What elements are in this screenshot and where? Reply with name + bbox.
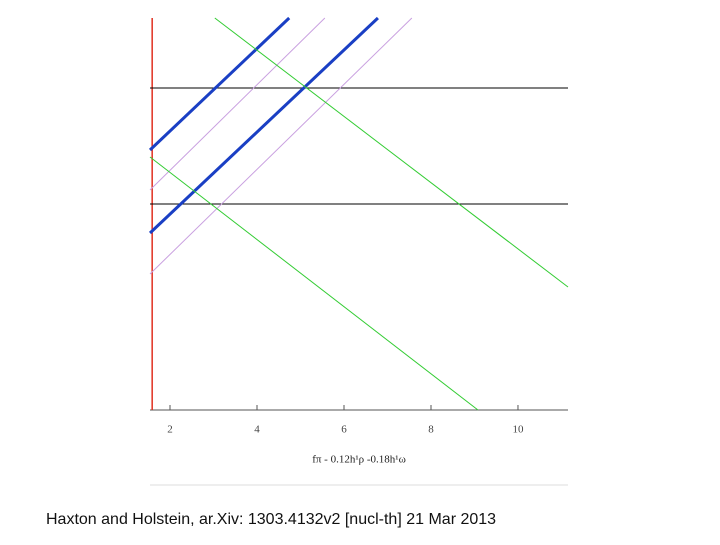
line bbox=[149, 156, 479, 411]
x-axis-label: fπ - 0.12h¹ρ -0.18h¹ω bbox=[312, 454, 406, 466]
x-tick-label: 2 bbox=[167, 424, 173, 436]
x-tick-label: 4 bbox=[254, 424, 260, 436]
x-tick-label: 8 bbox=[428, 424, 434, 436]
line bbox=[149, 17, 326, 191]
line bbox=[148, 16, 379, 235]
caption: Haxton and Holstein, ar.Xiv: 1303.4132v2… bbox=[46, 511, 496, 528]
x-tick-label: 6 bbox=[341, 424, 347, 436]
line bbox=[214, 17, 569, 288]
x-tick-label: 10 bbox=[512, 424, 524, 436]
line bbox=[149, 17, 413, 275]
line bbox=[148, 16, 291, 152]
